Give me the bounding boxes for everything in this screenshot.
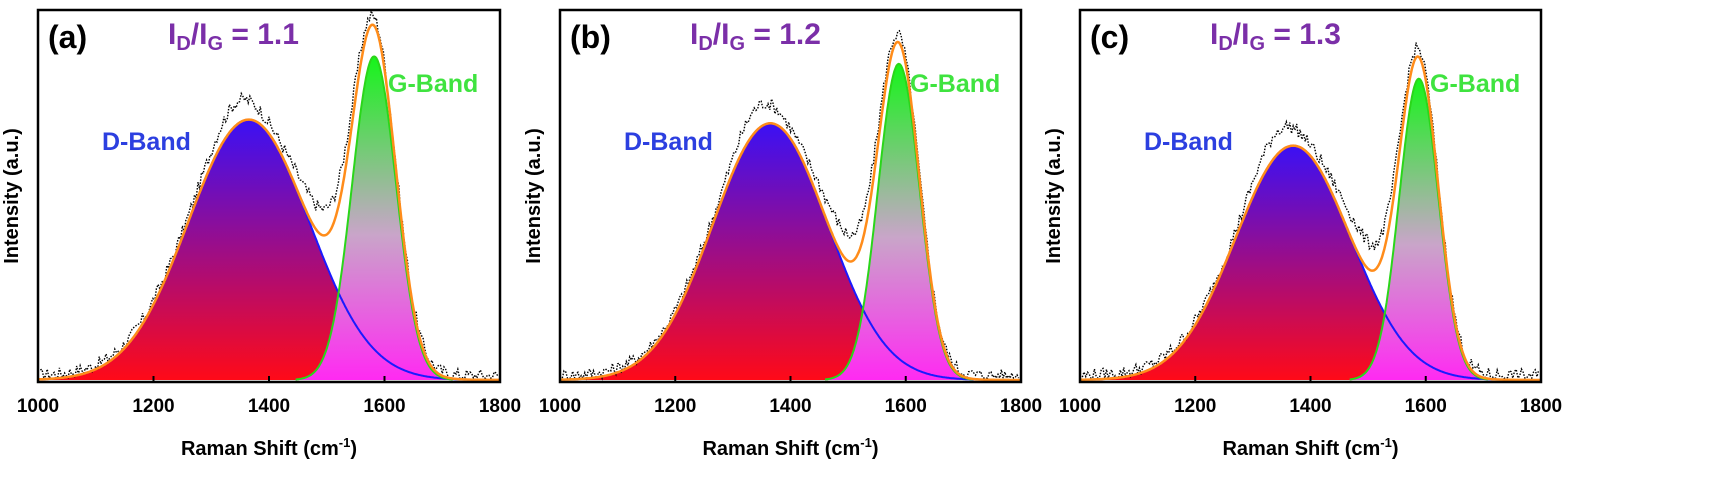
d-band-label: D-Band (624, 128, 713, 156)
panel-c: 1000 1200 1400 1600 1800 (c) ID/IG = 1.3 D-B… (1043, 8, 1562, 460)
x-tick-label: 1000 (539, 396, 581, 417)
x-tick-label: 1800 (479, 396, 521, 417)
x-tick-label: 1400 (1289, 396, 1331, 417)
panel-label: (a) (48, 19, 87, 55)
g-band-area (1349, 78, 1488, 380)
raw-data-points (561, 29, 1020, 381)
fit-curve (37, 23, 501, 382)
x-tick-label: 1800 (1520, 396, 1562, 417)
fit-curve (559, 40, 1021, 382)
g-band-label: G-Band (910, 70, 1000, 98)
d-band-label: D-Band (1144, 128, 1233, 156)
intensity-ratio-label: ID/IG = 1.2 (690, 18, 821, 55)
x-axis-ticks: 1000 1200 1400 1600 1800 (539, 376, 1042, 417)
x-axis-label: Raman Shift (cm-1) (1222, 435, 1398, 460)
g-band-area (825, 63, 973, 381)
x-axis-ticks: 1000 1200 1400 1600 1800 (1059, 376, 1562, 417)
panel-b: 1000 1200 1400 1600 1800 (b) ID/IG = 1.2 D-B… (523, 8, 1042, 460)
x-tick-label: 1000 (17, 396, 59, 417)
panel-label: (b) (570, 19, 611, 55)
d-band-label: D-Band (102, 128, 191, 156)
intensity-ratio-label: ID/IG = 1.3 (1210, 18, 1341, 55)
panel-a: 1000 1200 1400 1600 1800 (a) ID/IG = 1.1 D-B… (1, 8, 521, 460)
d-band-area (1091, 145, 1495, 380)
raw-data-points (1081, 42, 1540, 381)
intensity-ratio-label: ID/IG = 1.1 (168, 18, 299, 55)
x-tick-label: 1400 (248, 396, 290, 417)
g-band-label: G-Band (388, 70, 478, 98)
y-axis-label: Intensity (a.u.) (1, 128, 23, 264)
x-tick-label: 1600 (1405, 396, 1447, 417)
x-tick-label: 1000 (1059, 396, 1101, 417)
x-tick-label: 1400 (769, 396, 811, 417)
fit-curve (1079, 55, 1541, 382)
x-tick-label: 1800 (1000, 396, 1042, 417)
g-band-label: G-Band (1430, 70, 1520, 98)
x-tick-label: 1600 (885, 396, 927, 417)
x-tick-label: 1600 (363, 396, 405, 417)
g-band-outline (295, 55, 453, 381)
g-band-area (295, 56, 453, 381)
x-axis-ticks: 1000 1200 1400 1600 1800 (17, 376, 521, 417)
d-band-area (566, 123, 974, 381)
x-axis-label: Raman Shift (cm-1) (702, 435, 878, 460)
y-axis-label: Intensity (a.u.) (523, 128, 545, 264)
x-tick-label: 1200 (132, 396, 174, 417)
d-band-area (38, 119, 463, 380)
y-axis-label: Intensity (a.u.) (1043, 128, 1065, 264)
panel-label: (c) (1090, 19, 1129, 55)
x-tick-label: 1200 (1174, 396, 1216, 417)
raw-data-points (40, 8, 499, 380)
x-axis-label: Raman Shift (cm-1) (181, 435, 357, 460)
x-tick-label: 1200 (654, 396, 696, 417)
